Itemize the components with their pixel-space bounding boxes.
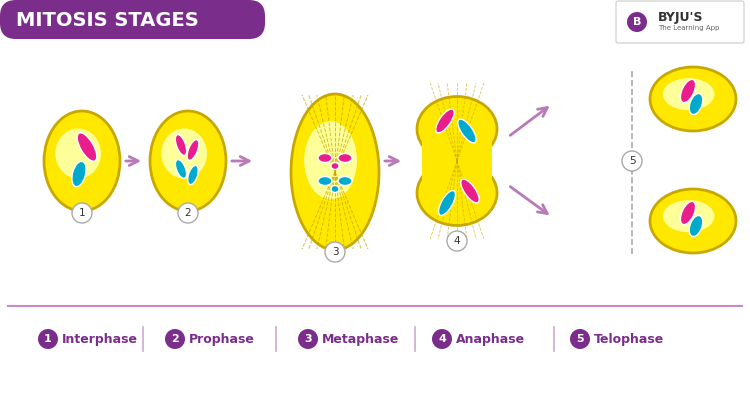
Ellipse shape [338, 177, 352, 186]
Ellipse shape [689, 216, 703, 236]
Circle shape [165, 329, 185, 349]
FancyBboxPatch shape [422, 138, 492, 184]
Ellipse shape [188, 139, 199, 160]
Circle shape [38, 329, 58, 349]
Circle shape [325, 242, 345, 262]
Ellipse shape [680, 201, 695, 225]
Ellipse shape [650, 189, 736, 253]
Ellipse shape [161, 128, 207, 178]
Text: 3: 3 [332, 247, 338, 257]
Ellipse shape [44, 111, 120, 211]
Ellipse shape [439, 191, 455, 216]
Text: 3: 3 [304, 334, 312, 344]
Ellipse shape [670, 83, 710, 108]
Ellipse shape [312, 134, 352, 193]
Ellipse shape [318, 177, 332, 186]
Circle shape [72, 203, 92, 223]
Ellipse shape [331, 186, 339, 193]
Text: BYJU'S: BYJU'S [658, 11, 704, 25]
Text: 4: 4 [438, 334, 446, 344]
Ellipse shape [318, 153, 332, 162]
Ellipse shape [417, 160, 497, 225]
Text: 2: 2 [171, 334, 178, 344]
Ellipse shape [56, 128, 101, 178]
Ellipse shape [62, 137, 96, 174]
Ellipse shape [176, 160, 187, 178]
Text: 2: 2 [184, 208, 191, 218]
Ellipse shape [168, 137, 202, 174]
Ellipse shape [304, 121, 357, 199]
FancyBboxPatch shape [0, 0, 265, 39]
Ellipse shape [650, 67, 736, 131]
Circle shape [622, 151, 642, 171]
Text: Telophase: Telophase [594, 333, 664, 346]
Text: 5: 5 [576, 334, 584, 344]
Ellipse shape [689, 94, 703, 115]
Text: Metaphase: Metaphase [322, 333, 399, 346]
Ellipse shape [458, 119, 476, 143]
Text: 1: 1 [44, 334, 52, 344]
Circle shape [447, 231, 467, 251]
Circle shape [432, 329, 452, 349]
FancyBboxPatch shape [616, 1, 744, 43]
Ellipse shape [150, 111, 226, 211]
Ellipse shape [417, 97, 497, 162]
Text: B: B [633, 17, 641, 27]
Ellipse shape [663, 200, 715, 232]
Ellipse shape [460, 179, 479, 203]
Text: 1: 1 [79, 208, 86, 218]
Ellipse shape [680, 79, 695, 103]
Text: Prophase: Prophase [189, 333, 255, 346]
Ellipse shape [331, 162, 339, 169]
Ellipse shape [291, 94, 379, 250]
Ellipse shape [663, 78, 715, 110]
Ellipse shape [436, 109, 454, 133]
Circle shape [178, 203, 198, 223]
Ellipse shape [670, 205, 710, 229]
Text: Anaphase: Anaphase [456, 333, 525, 346]
Ellipse shape [176, 135, 187, 155]
Text: Interphase: Interphase [62, 333, 138, 346]
Text: 5: 5 [628, 156, 635, 166]
Ellipse shape [72, 161, 86, 187]
Ellipse shape [188, 165, 198, 184]
Circle shape [298, 329, 318, 349]
Circle shape [570, 329, 590, 349]
Text: The Learning App: The Learning App [658, 25, 719, 31]
Ellipse shape [77, 133, 97, 161]
Ellipse shape [338, 153, 352, 162]
Text: MITOSIS STAGES: MITOSIS STAGES [16, 11, 199, 29]
Text: 4: 4 [454, 236, 460, 246]
Circle shape [627, 12, 647, 32]
